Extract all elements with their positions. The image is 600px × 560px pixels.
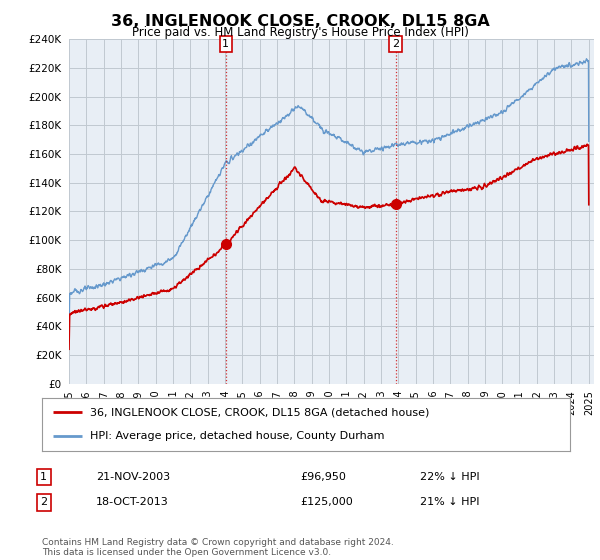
Text: Contains HM Land Registry data © Crown copyright and database right 2024.
This d: Contains HM Land Registry data © Crown c…: [42, 538, 394, 557]
Text: 1: 1: [223, 39, 229, 49]
Text: 21-NOV-2003: 21-NOV-2003: [96, 472, 170, 482]
Text: £125,000: £125,000: [300, 497, 353, 507]
Text: 36, INGLENOOK CLOSE, CROOK, DL15 8GA: 36, INGLENOOK CLOSE, CROOK, DL15 8GA: [110, 14, 490, 29]
Text: 18-OCT-2013: 18-OCT-2013: [96, 497, 169, 507]
Text: HPI: Average price, detached house, County Durham: HPI: Average price, detached house, Coun…: [89, 431, 384, 441]
Text: 36, INGLENOOK CLOSE, CROOK, DL15 8GA (detached house): 36, INGLENOOK CLOSE, CROOK, DL15 8GA (de…: [89, 408, 429, 418]
Text: 21% ↓ HPI: 21% ↓ HPI: [420, 497, 479, 507]
Text: £96,950: £96,950: [300, 472, 346, 482]
Text: Price paid vs. HM Land Registry's House Price Index (HPI): Price paid vs. HM Land Registry's House …: [131, 26, 469, 39]
Text: 1: 1: [40, 472, 47, 482]
Text: 2: 2: [40, 497, 47, 507]
Text: 22% ↓ HPI: 22% ↓ HPI: [420, 472, 479, 482]
Text: 2: 2: [392, 39, 399, 49]
